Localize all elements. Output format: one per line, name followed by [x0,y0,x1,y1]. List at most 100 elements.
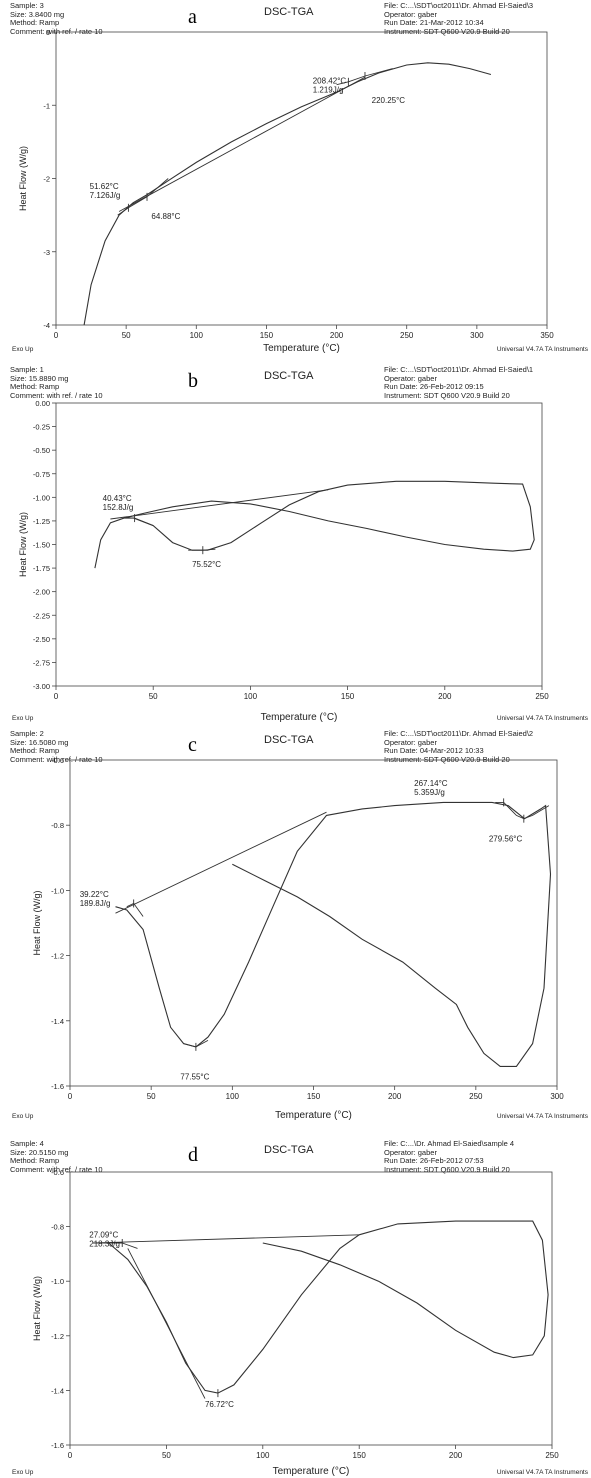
y-tick-label: -0.75 [33,470,50,479]
peak-annotation: 39.22°C [80,890,109,899]
peak-annotation: 220.25°C [372,96,406,105]
footer-label: Universal V4.7A TA Instruments [497,1469,589,1476]
y-tick-label: -3.00 [33,682,50,691]
y-tick-label: -1.50 [33,541,50,550]
y-tick-label: -0.50 [33,446,50,455]
x-tick-label: 250 [400,331,414,340]
peak-annotation: 189.8J/g [80,899,111,908]
y-tick-label: 0 [46,28,50,37]
x-tick-label: 200 [438,692,452,701]
x-tick-label: 200 [330,331,344,340]
y-tick-label: -0.6 [51,1168,64,1177]
peak-annotation: 152.8J/g [103,503,134,512]
x-tick-label: 350 [540,331,554,340]
x-tick-label: 100 [256,1451,270,1460]
x-tick-label: 150 [260,331,274,340]
panel-letter: c [188,734,197,756]
x-tick-label: 100 [244,692,258,701]
x-tick-label: 50 [122,331,131,340]
peak-annotation: 1.219J/g [313,85,344,94]
peak-annotation: 76.72°C [205,1400,234,1409]
y-tick-label: -1.2 [51,1332,64,1341]
chart-panel-b: Sample: 1 Size: 15.8890 mg Method: Ramp … [2,364,589,724]
peak-annotation: 5.359J/g [414,788,445,797]
header-left: Sample: 4 Size: 20.5150 mg Method: Ramp … [10,1139,103,1174]
x-tick-label: 250 [469,1092,483,1101]
y-tick-label: -1.0 [51,1277,64,1286]
peak-annotation: 208.42°C [313,76,347,85]
baseline-line [93,1234,360,1244]
peak-annotation: 27.09°C [89,1231,118,1240]
y-tick-label: -4 [43,321,50,330]
footer-label: Universal V4.7A TA Instruments [497,715,589,722]
heat-flow-curve [83,62,492,326]
x-tick-label: 200 [388,1092,402,1101]
x-tick-label: 100 [190,331,204,340]
footer-label: Universal V4.7A TA Instruments [497,346,589,353]
chart-panel-a: Sample: 3 Size: 3.8400 mg Method: Ramp C… [2,0,589,355]
x-tick-label: 300 [470,331,484,340]
chart-title: DSC-TGA [264,734,314,746]
x-tick-label: 0 [54,692,59,701]
x-axis-label: Temperature (°C) [263,343,340,354]
y-tick-label: -3 [43,248,50,257]
y-axis-label: Heat Flow (W/g) [18,146,28,211]
y-tick-label: -1 [43,101,50,110]
chart-title: DSC-TGA [264,6,314,18]
x-axis-label: Temperature (°C) [261,712,338,723]
exo-up-label: Exo Up [12,1113,34,1120]
header-right: File: C:...\SDT\oct2011\Dr. Ahmad El-Sai… [384,729,534,764]
exo-up-label: Exo Up [12,1469,34,1476]
x-tick-label: 250 [535,692,549,701]
x-axis-label: Temperature (°C) [275,1110,352,1121]
x-tick-label: 100 [226,1092,240,1101]
y-tick-label: -0.25 [33,423,50,432]
peak-annotation: 77.55°C [180,1072,209,1081]
y-tick-label: -0.6 [51,756,64,765]
baseline-line [495,801,550,820]
peak-annotation: 51.62°C [90,182,119,191]
x-tick-label: 50 [147,1092,156,1101]
chart-title: DSC-TGA [264,1144,314,1156]
baseline-line [110,489,329,520]
x-tick-label: 50 [149,692,158,701]
y-tick-label: -1.00 [33,493,50,502]
peak-annotation: 267.14°C [414,779,448,788]
baseline-line [336,68,393,86]
y-tick-label: -2.75 [33,658,50,667]
peak-annotation: 40.43°C [103,494,132,503]
y-tick-label: -0.8 [51,821,64,830]
y-tick-label: -1.6 [51,1441,64,1450]
chart-svg: 0 50 100 150 200 250 300 -0.6 -0.8 -1.0 -1.2 -1.4 -1… [12,756,589,1121]
y-tick-label: -2.25 [33,611,50,620]
x-tick-label: 200 [449,1451,463,1460]
y-tick-label: -1.4 [51,1386,64,1395]
x-tick-label: 300 [550,1092,564,1101]
peak-annotation: 75.52°C [192,560,221,569]
plot-area [69,1171,553,1446]
y-tick-label: -1.4 [51,1017,64,1026]
exo-up-label: Exo Up [12,715,34,722]
peak-annotation: 7.126J/g [90,191,121,200]
header-left: Sample: 2 Size: 16.5080 mg Method: Ramp … [10,729,103,764]
x-tick-label: 0 [54,331,59,340]
y-tick-label: -2.50 [33,635,50,644]
y-axis-label: Heat Flow (W/g) [32,1276,42,1341]
chart-svg: 0 50 100 150 200 250 300 350 0 -1 -2 -3 -4 Temperatur… [12,28,589,354]
chart-svg: 0 50 100 150 200 250 -0.6 -0.8 -1.0 -1.2 -1.4 -1.6 T… [12,1168,589,1477]
header-left: Sample: 3 Size: 3.8400 mg Method: Ramp C… [10,1,103,36]
peak-annotation: 218.3J/g [89,1240,120,1249]
y-tick-label: -1.6 [51,1082,64,1091]
header-right: File: C:...\SDT\oct2011\Dr. Ahmad El-Sai… [384,1,534,36]
panel-letter: a [188,6,197,28]
y-axis-label: Heat Flow (W/g) [18,512,28,577]
plot-area [69,759,558,1087]
chart-panel-d: Sample: 4 Size: 20.5150 mg Method: Ramp … [2,1138,589,1478]
baseline-line [126,902,144,917]
x-tick-label: 150 [307,1092,321,1101]
y-tick-label: -1.25 [33,517,50,526]
y-tick-label: 0.00 [35,399,50,408]
x-tick-label: 50 [162,1451,171,1460]
baseline-line [127,1248,206,1399]
baseline-line [117,178,169,216]
